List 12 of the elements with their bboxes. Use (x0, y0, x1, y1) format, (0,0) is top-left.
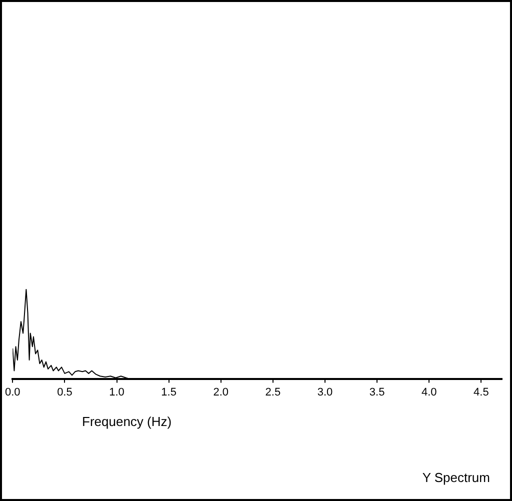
x-tick-label: 3.0 (317, 386, 333, 398)
x-tick-label: 4.5 (474, 386, 489, 398)
x-tick-label: 1.0 (109, 386, 124, 398)
x-axis-title: Frequency (Hz) (82, 414, 172, 429)
x-tick-label: 2.0 (213, 386, 229, 398)
x-tick-label: 0.0 (4, 386, 20, 398)
x-tick-label: 4.0 (421, 386, 437, 398)
x-tick-label: 2.5 (265, 386, 281, 398)
x-tick-label: 3.5 (369, 386, 385, 398)
text: Y Spectrum (422, 470, 490, 485)
x-tick-label: 1.5 (161, 386, 176, 398)
x-tick-label: 0.5 (57, 386, 72, 398)
